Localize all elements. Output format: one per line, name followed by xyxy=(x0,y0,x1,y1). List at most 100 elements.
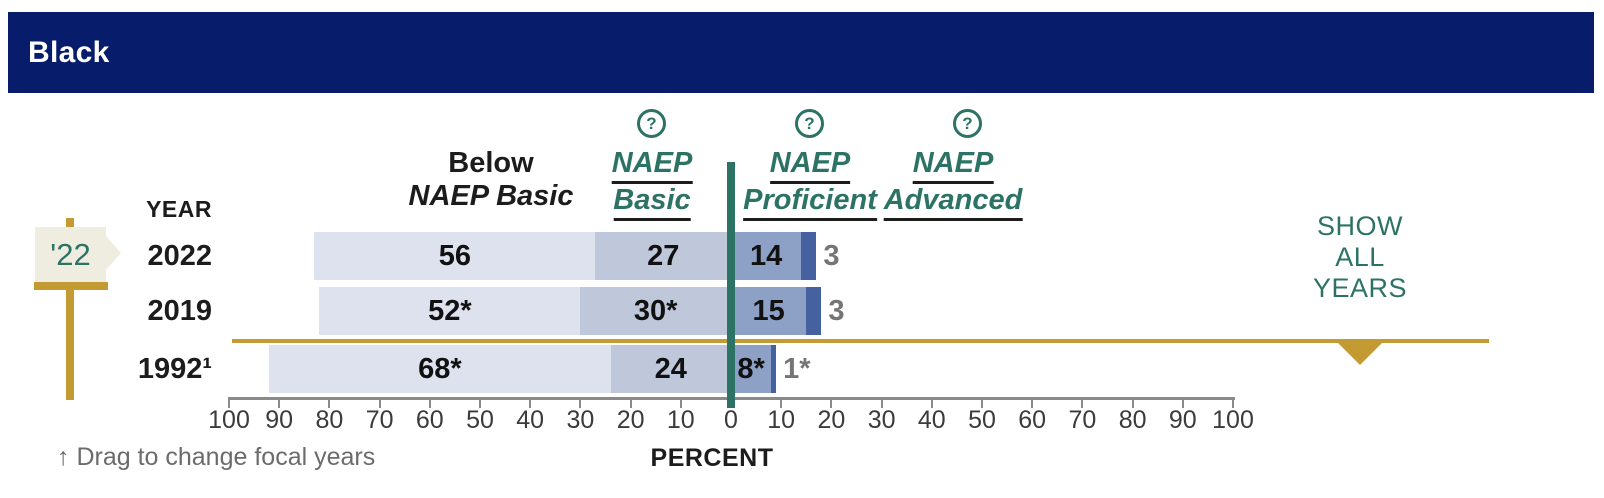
question-mark-glyph: ? xyxy=(962,113,973,133)
bar-value-label: 68* xyxy=(418,353,462,385)
drag-hint-label: ↑ Drag to change focal years xyxy=(57,443,376,471)
column-header-line: NAEP xyxy=(611,147,693,184)
column-header-naep-proficient[interactable]: NAEP Proficient xyxy=(743,147,877,221)
column-header-naep-advanced[interactable]: NAEP Advanced xyxy=(883,147,1023,221)
x-axis-title: PERCENT xyxy=(650,444,774,472)
bar-segment-below-naep-basic xyxy=(314,232,596,280)
year-column-header: YEAR xyxy=(146,196,212,222)
bar-segment-naep-proficient xyxy=(731,345,772,393)
axis-tick-label: 70 xyxy=(1068,406,1097,434)
axis-tick-label: 60 xyxy=(415,406,444,434)
bar-segment-below-naep-basic xyxy=(319,287,581,335)
axis-tick-label: 40 xyxy=(516,406,545,434)
help-icon-naep-basic[interactable]: ? xyxy=(637,109,666,138)
help-icon-naep-proficient[interactable]: ? xyxy=(795,109,824,138)
bar-value-label: 30* xyxy=(633,295,678,327)
flag-pole-top xyxy=(66,218,74,229)
axis-tick xyxy=(278,399,281,408)
column-header-below-basic: Below NAEP Basic xyxy=(409,147,574,213)
axis-tick xyxy=(1031,399,1034,408)
axis-tick-label: 70 xyxy=(365,406,394,434)
flag-arrow-tip xyxy=(106,236,121,270)
column-header-line: NAEP xyxy=(912,147,994,184)
axis-tick xyxy=(679,399,682,408)
axis-tick-label: 90 xyxy=(265,406,294,434)
axis-tick xyxy=(930,399,933,408)
show-all-years-button[interactable]: SHOW ALL YEARS xyxy=(1260,211,1460,304)
row-year-label: 2022 xyxy=(147,240,212,272)
axis-tick xyxy=(1181,399,1184,408)
column-header-line: Basic xyxy=(613,184,691,221)
column-header-line: Below xyxy=(448,147,534,179)
axis-tick-label: 30 xyxy=(566,406,595,434)
question-mark-glyph: ? xyxy=(646,113,657,133)
axis-tick-label: 80 xyxy=(315,406,344,434)
axis-tick xyxy=(830,399,833,408)
bar-value-label: 15 xyxy=(752,295,785,327)
axis-tick xyxy=(328,399,331,408)
bar-value-label: 56 xyxy=(438,240,472,272)
axis-tick-label: 100 xyxy=(208,406,250,434)
axis-tick-label: 20 xyxy=(817,406,846,434)
bar-value-label: 3 xyxy=(828,295,845,327)
bar-segment-naep-basic xyxy=(610,345,731,393)
axis-tick-label: 50 xyxy=(466,406,494,434)
axis-tick xyxy=(529,399,532,408)
column-header-naep-basic[interactable]: NAEP Basic xyxy=(611,147,693,221)
column-header-line: NAEP xyxy=(769,147,851,184)
bar-segment-naep-proficient xyxy=(731,287,807,335)
column-header-line: Advanced xyxy=(883,184,1023,221)
bar-value-label: 27 xyxy=(647,240,680,272)
axis-tick-label: 100 xyxy=(1212,406,1254,434)
help-icon-naep-advanced[interactable]: ? xyxy=(953,109,982,138)
column-header-line: NAEP Basic xyxy=(408,180,574,212)
flag-crossbar xyxy=(34,282,108,290)
axis-tick xyxy=(479,399,481,408)
bar-value-label: 52* xyxy=(428,295,472,327)
timeline-marker-triangle xyxy=(1338,343,1382,365)
axis-tick-label: 20 xyxy=(616,406,645,434)
axis-tick xyxy=(1131,399,1134,408)
axis-tick xyxy=(428,399,431,408)
axis-tick-label: 90 xyxy=(1168,406,1197,434)
axis-tick xyxy=(579,399,582,408)
bar-segment-naep-advanced xyxy=(806,287,822,335)
axis-tick-label: 10 xyxy=(767,406,796,434)
show-all-years-line: SHOW xyxy=(1317,211,1403,241)
axis-tick xyxy=(981,399,983,408)
bar-value-label: 8* xyxy=(737,353,765,385)
focal-year-flag-sign[interactable]: '22 xyxy=(35,227,106,282)
axis-tick xyxy=(378,399,381,408)
group-title: Black xyxy=(28,35,110,69)
axis-tick xyxy=(880,399,883,408)
bar-value-label: 14 xyxy=(750,240,783,272)
axis-tick xyxy=(228,399,230,408)
timeline-line xyxy=(232,339,1489,343)
axis-tick-label: 60 xyxy=(1018,406,1047,434)
bar-segment-naep-advanced xyxy=(771,345,777,393)
axis-tick-label: 80 xyxy=(1118,406,1147,434)
row-year-label: 1992¹ xyxy=(137,353,212,385)
show-all-years-line: ALL xyxy=(1335,242,1385,272)
row-year-label: 2019 xyxy=(147,295,212,327)
bar-value-label: 3 xyxy=(823,240,840,272)
axis-tick xyxy=(780,399,783,408)
focal-year-label: '22 xyxy=(50,236,91,272)
axis-tick-label: 0 xyxy=(724,406,738,434)
axis-tick-label: 30 xyxy=(867,406,896,434)
bar-segment-naep-basic xyxy=(595,232,731,280)
question-mark-glyph: ? xyxy=(804,113,815,133)
bar-segment-below-naep-basic xyxy=(269,345,611,393)
flag-pole[interactable] xyxy=(66,290,74,400)
axis-tick xyxy=(629,399,632,408)
axis-tick xyxy=(1081,399,1084,408)
bar-segment-naep-advanced xyxy=(801,232,817,280)
axis-tick-label: 50 xyxy=(968,406,996,434)
bar-value-label: 24 xyxy=(654,353,687,385)
axis-tick-label: 40 xyxy=(917,406,946,434)
bar-value-label: 1* xyxy=(783,353,811,385)
bar-segment-naep-basic xyxy=(580,287,731,335)
axis-tick-label: 10 xyxy=(666,406,695,434)
axis-tick xyxy=(1232,399,1234,408)
